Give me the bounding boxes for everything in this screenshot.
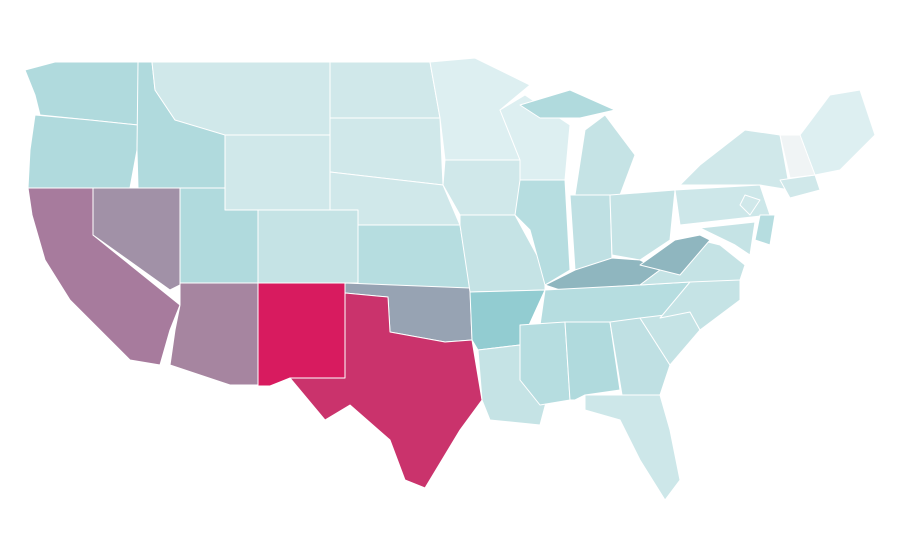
state[interactable]	[519, 321, 571, 406]
state[interactable]	[679, 129, 791, 191]
state[interactable]	[569, 194, 613, 271]
state[interactable]	[609, 189, 676, 261]
state[interactable]	[289, 292, 483, 489]
state[interactable]	[739, 194, 761, 216]
state[interactable]	[169, 282, 259, 386]
state[interactable]	[257, 209, 359, 284]
state[interactable]	[574, 114, 636, 196]
state[interactable]	[779, 134, 816, 179]
state[interactable]	[639, 234, 711, 276]
state[interactable]	[329, 61, 441, 119]
state[interactable]	[699, 221, 756, 256]
state[interactable]	[754, 214, 776, 246]
state[interactable]	[27, 114, 139, 189]
state[interactable]	[519, 89, 616, 119]
state[interactable]	[584, 394, 681, 501]
state[interactable]	[799, 89, 876, 176]
state[interactable]	[257, 282, 346, 387]
state[interactable]	[357, 224, 471, 289]
state[interactable]	[224, 134, 331, 211]
state[interactable]	[609, 317, 671, 396]
